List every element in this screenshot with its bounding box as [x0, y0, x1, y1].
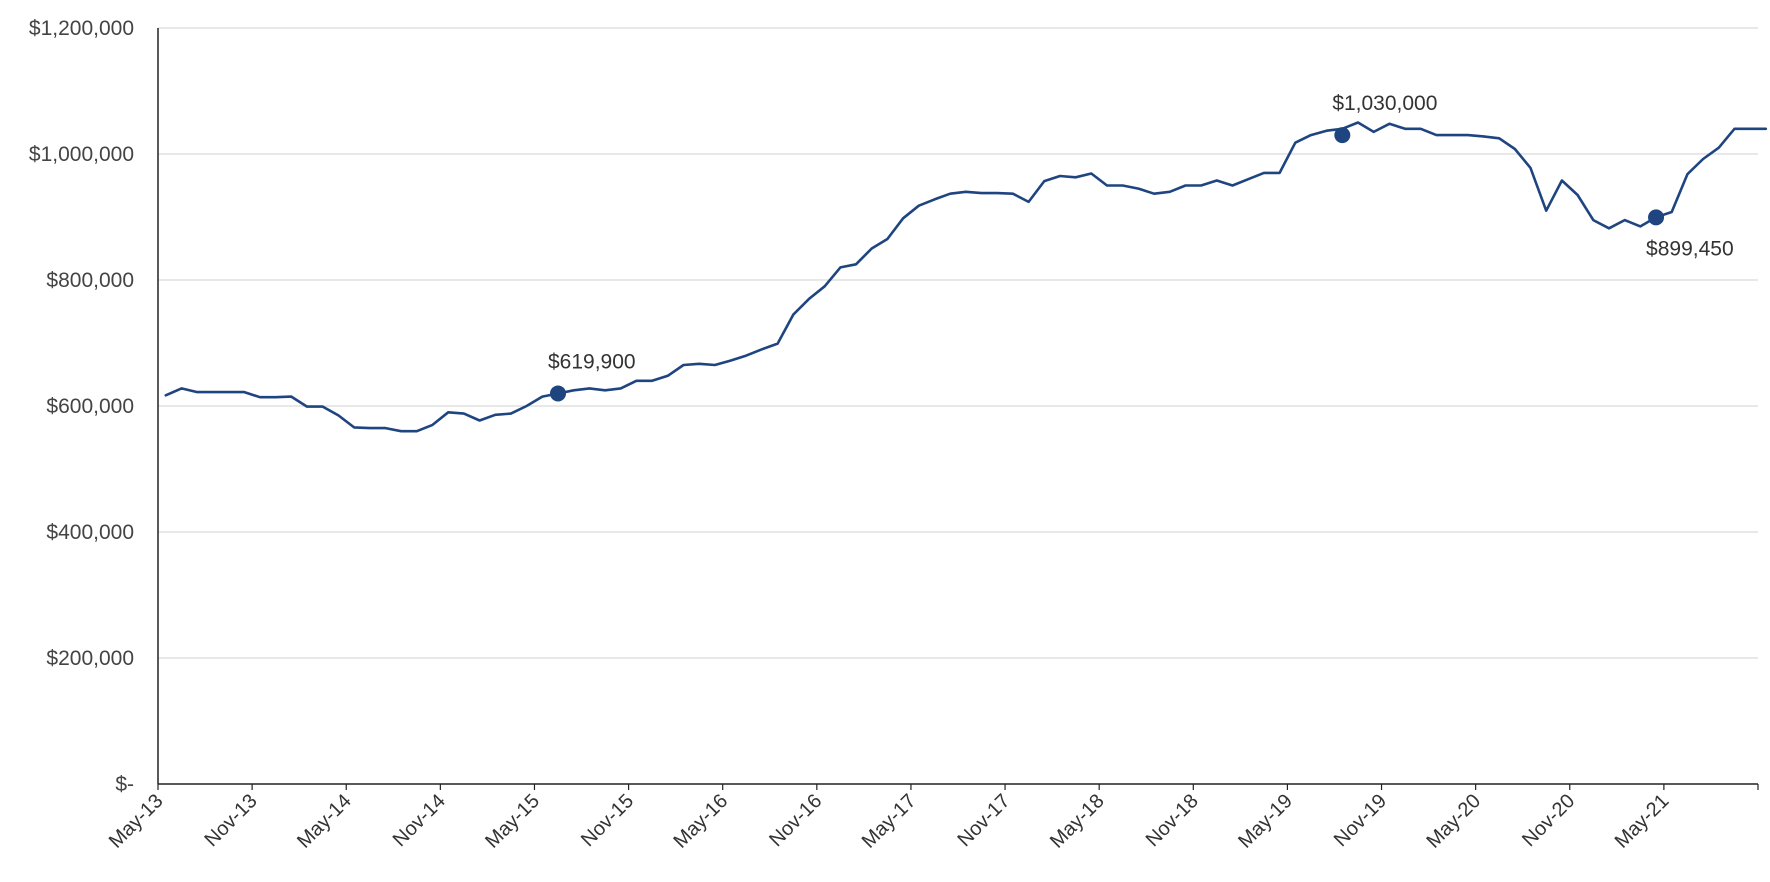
annotation-label: $619,900: [548, 350, 636, 373]
x-tick-label: May-14: [293, 790, 356, 853]
x-tick-label: Nov-17: [953, 790, 1014, 851]
x-tick-label: Nov-20: [1518, 790, 1579, 851]
x-tick-label: Nov-19: [1330, 790, 1391, 851]
annotation-marker: [1648, 209, 1665, 226]
annotation-label: $1,030,000: [1332, 92, 1437, 115]
y-tick-label: $600,000: [46, 395, 134, 418]
x-tick-label: May-17: [858, 790, 921, 853]
x-tick-label: May-18: [1046, 790, 1109, 853]
y-tick-label: $-: [115, 773, 134, 796]
x-tick-label: Nov-16: [765, 790, 826, 851]
series-group: [164, 121, 1768, 433]
x-tick-label: May-16: [670, 790, 733, 853]
series-line: [164, 121, 1768, 433]
y-axis-ticks: $- $200,000 $400,000 $600,000 $800,000 $1,000…: [29, 17, 134, 796]
x-tick-label: May-19: [1234, 790, 1297, 853]
x-tick-label: May-13: [105, 790, 168, 853]
y-tick-label: $1,200,000: [29, 17, 134, 40]
x-tick-label: May-20: [1422, 790, 1485, 853]
x-axis-ticks: May-13 Nov-13 May-14 Nov-14 May-15 Nov-15 May-…: [105, 784, 1759, 853]
annotation-label: $899,450: [1646, 237, 1734, 260]
y-tick-label: $400,000: [46, 521, 134, 544]
x-tick-label: May-21: [1611, 790, 1674, 853]
x-tick-label: Nov-14: [389, 790, 450, 851]
x-tick-label: May-15: [481, 790, 544, 853]
y-tick-label: $1,000,000: [29, 143, 134, 166]
y-tick-label: $200,000: [46, 647, 134, 670]
annotations: $619,900 $1,030,000 $899,450: [548, 92, 1734, 402]
annotation-marker: [1334, 127, 1351, 144]
y-tick-label: $800,000: [46, 269, 134, 292]
gridlines: [158, 27, 1758, 659]
annotation-marker: [550, 385, 566, 402]
x-tick-label: Nov-13: [200, 790, 261, 851]
x-tick-label: Nov-18: [1142, 790, 1203, 851]
x-tick-label: Nov-15: [577, 790, 638, 851]
